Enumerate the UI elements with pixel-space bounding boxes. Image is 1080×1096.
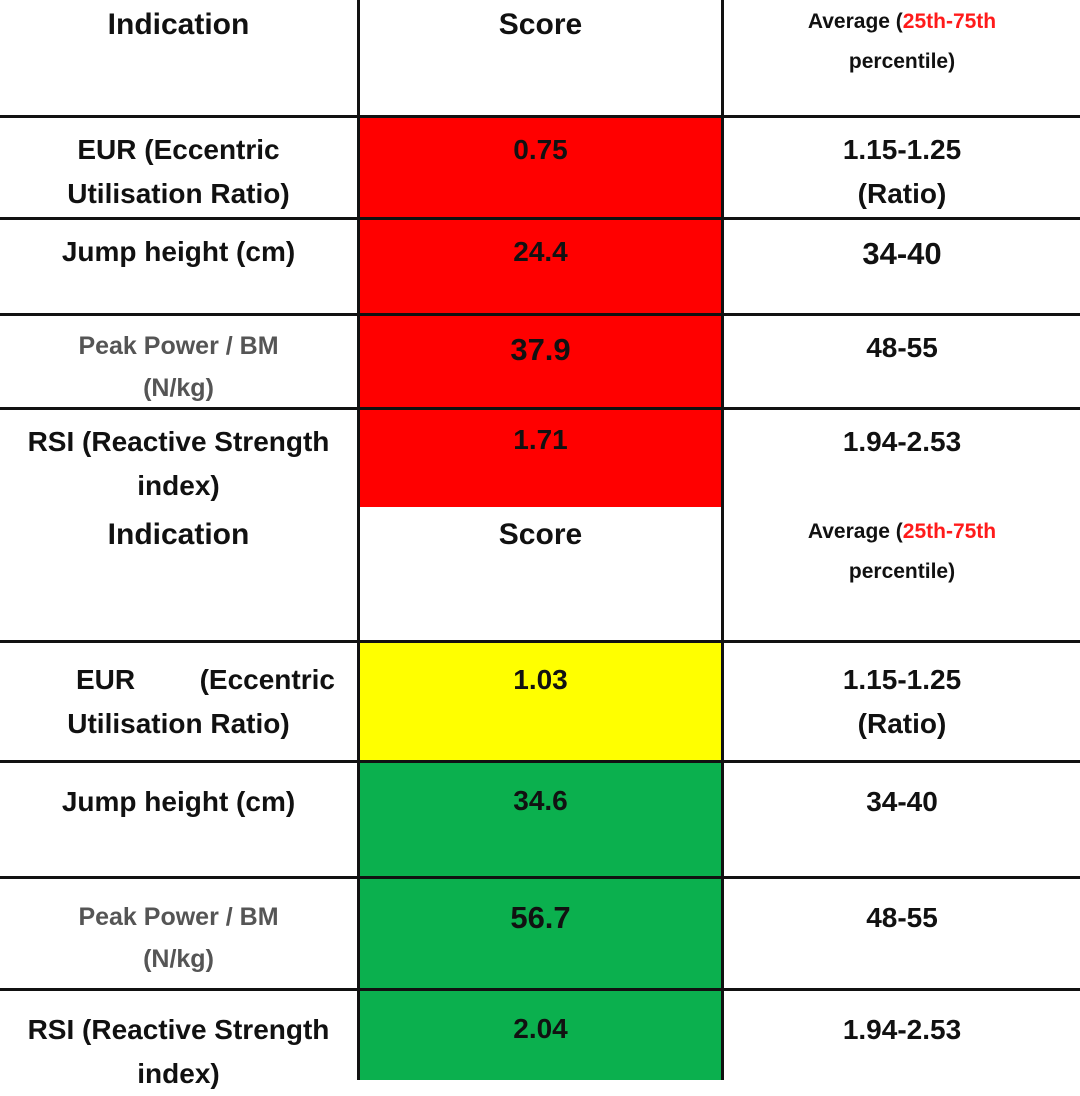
- header-average-suffix: percentile): [848, 560, 956, 583]
- score-value: 24.4: [513, 236, 568, 267]
- average-value: 34-40: [866, 786, 938, 817]
- average-line1: 1.15-1.25: [842, 664, 962, 695]
- indication-jump-height: Jump height (cm): [61, 236, 296, 267]
- grid-hline: [0, 115, 1080, 118]
- indication-word1: EUR: [76, 664, 136, 695]
- header-average-suffix: percentile): [848, 50, 956, 73]
- score-value: 56.7: [510, 900, 571, 935]
- header-average-prefix: Average (: [807, 520, 903, 543]
- indication-line1: RSI (Reactive Strength: [27, 426, 330, 457]
- score-value: 2.04: [513, 1013, 568, 1044]
- score-value: 1.03: [513, 664, 568, 695]
- score-value: 1.71: [513, 424, 568, 455]
- indication-line1: Peak Power / BM: [78, 332, 279, 360]
- indication-eur: EUR (Eccentric Utilisation Ratio): [0, 658, 357, 746]
- score-cell-green-2: [360, 762, 723, 878]
- header-score: Score: [498, 518, 583, 551]
- average-value: 1.94-2.53: [842, 1014, 962, 1045]
- indication-line2: (N/kg): [143, 945, 214, 973]
- score-cell-yellow-1: [360, 642, 723, 762]
- average-line2: (Ratio): [857, 178, 947, 209]
- indication-line2: Utilisation Ratio): [67, 178, 290, 209]
- grid-hline: [0, 640, 1080, 643]
- score-value: 34.6: [513, 785, 568, 816]
- grid-hline: [0, 876, 1080, 879]
- header-indication: Indication: [107, 518, 250, 551]
- header-average-prefix: Average (: [807, 10, 903, 33]
- score-value: 0.75: [513, 134, 568, 165]
- average-value: 1.15-1.25 (Ratio): [724, 658, 1080, 746]
- grid-hline: [0, 407, 1080, 410]
- indication-line1: Peak Power / BM: [78, 903, 279, 931]
- header-average-range: 25th-75th: [902, 10, 997, 33]
- average-line2: (Ratio): [857, 708, 947, 739]
- score-cell-red-4: [360, 409, 723, 507]
- header-average: Average (25th-75th percentile): [724, 512, 1080, 592]
- indication-line2: index): [137, 1058, 220, 1089]
- score-value: 37.9: [510, 332, 571, 367]
- indication-eur: EUR (Eccentric Utilisation Ratio): [0, 128, 357, 216]
- score-cell-red-2: [360, 219, 723, 315]
- indication-word2: (Eccentric: [199, 664, 335, 695]
- average-value: 34-40: [862, 236, 942, 271]
- grid-hline: [0, 760, 1080, 763]
- score-cell-red-1: [360, 117, 723, 219]
- average-line1: 1.15-1.25: [842, 134, 962, 165]
- indication-peak-power: Peak Power / BM (N/kg): [0, 325, 357, 409]
- indication-line1: EUR (Eccentric: [77, 134, 280, 165]
- score-cell-green-4: [360, 990, 723, 1080]
- indication-line2: Utilisation Ratio): [67, 708, 290, 739]
- grid-vline-1: [357, 0, 360, 1080]
- average-value: 48-55: [866, 332, 938, 363]
- indication-line1: RSI (Reactive Strength: [27, 1014, 330, 1045]
- indication-line2: (N/kg): [143, 374, 214, 402]
- indication-peak-power: Peak Power / BM (N/kg): [0, 896, 357, 980]
- grid-hline: [0, 217, 1080, 220]
- header-average: Average (25th-75th percentile): [724, 2, 1080, 82]
- grid-hline: [0, 313, 1080, 316]
- grid-hline: [0, 988, 1080, 991]
- grid-vline-2: [721, 0, 724, 1080]
- indication-line2: index): [137, 470, 220, 501]
- average-value: 48-55: [866, 902, 938, 933]
- header-indication: Indication: [107, 8, 250, 41]
- average-value: 1.94-2.53: [842, 426, 962, 457]
- score-cell-green-3: [360, 878, 723, 990]
- indication-rsi: RSI (Reactive Strength index): [0, 420, 357, 508]
- indication-jump-height: Jump height (cm): [61, 786, 296, 817]
- score-cell-red-3: [360, 315, 723, 409]
- indication-rsi: RSI (Reactive Strength index): [0, 1008, 357, 1096]
- header-average-range: 25th-75th: [902, 520, 997, 543]
- average-value: 1.15-1.25 (Ratio): [724, 128, 1080, 216]
- header-score: Score: [498, 8, 583, 41]
